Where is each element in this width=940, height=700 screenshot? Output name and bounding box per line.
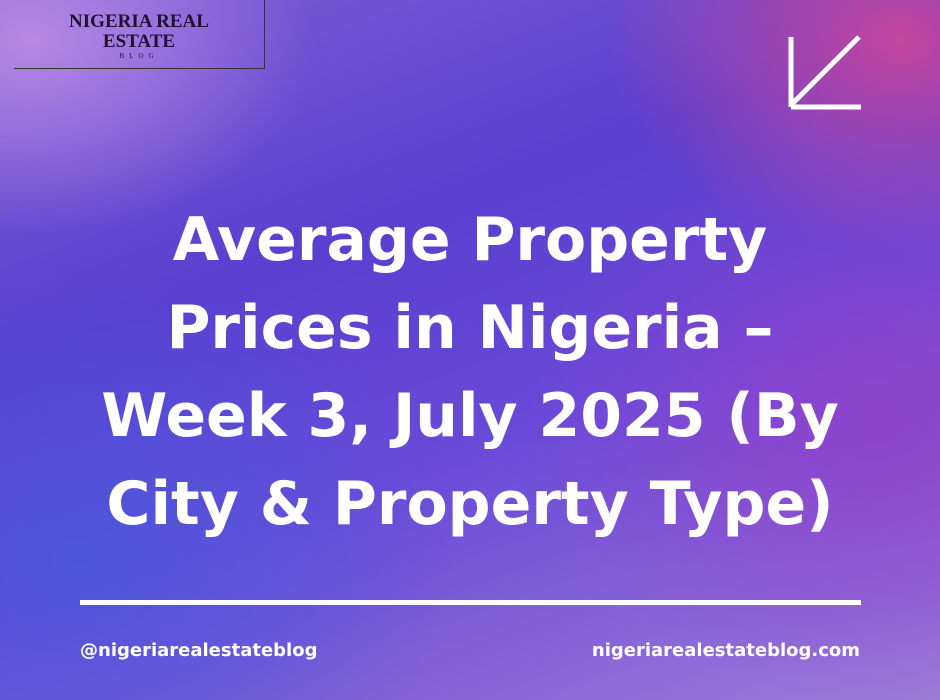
arrow-icon [788,35,861,110]
divider [80,600,861,605]
title-line: Average Property [172,205,768,275]
logo: NIGERIA REAL ESTATE BLOG [14,0,265,69]
logo-text: ESTATE [102,31,176,52]
website: nigeriarealestateblog.com [591,640,860,661]
title: Average Property Prices in Nigeria – Week … [0,196,940,548]
logo-text: BLOG [119,52,159,60]
title-line: Prices in Nigeria – [166,293,774,363]
title-line: City & Property Type) [106,469,834,539]
social-handle: @nigeriarealestateblog [80,640,318,661]
logo-text: NIGERIA REAL [69,11,209,32]
title-line: Week 3, July 2025 (By [101,381,839,451]
